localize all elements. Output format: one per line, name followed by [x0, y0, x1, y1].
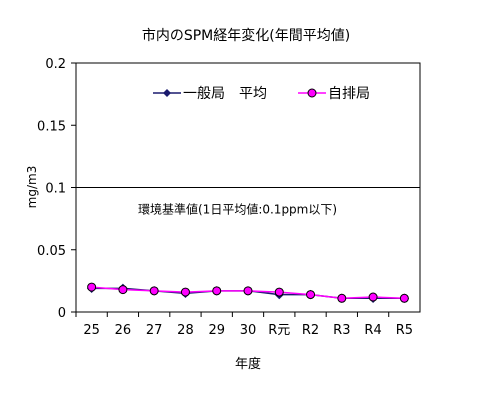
series-layer: [86, 282, 410, 304]
data-point: [243, 286, 253, 296]
legend-label: 自排局: [328, 86, 370, 102]
data-point: [149, 286, 159, 296]
data-point: [180, 287, 190, 297]
x-tick-label: 26: [115, 323, 132, 338]
data-point: [368, 292, 378, 302]
data-point: [306, 290, 316, 300]
x-tick-label: 27: [146, 323, 163, 338]
x-tick-label: R2: [302, 323, 319, 338]
legend-item-1: 一般局 平均: [153, 86, 267, 102]
y-tick-label: 0.15: [37, 119, 66, 134]
legend-label: 一般局 平均: [183, 86, 267, 102]
data-point: [87, 282, 97, 292]
x-axis-label: 年度: [235, 356, 261, 372]
legend-marker: [307, 88, 317, 98]
y-tick-label: 0.05: [37, 244, 66, 259]
data-point: [118, 285, 128, 295]
y-tick-label: 0.1: [45, 182, 66, 197]
y-axis-ticks: 0 0.05 0.1 0.15 0.2: [37, 57, 76, 321]
reference-line-label: 環境基準値(1日平均値:0.1ppm以下): [138, 202, 337, 217]
x-tick-label: 30: [240, 323, 257, 338]
data-point: [337, 293, 347, 303]
x-tick-label: R4: [364, 323, 381, 338]
chart-title: 市内のSPM経年変化(年間平均値): [142, 27, 350, 44]
x-axis-ticks: 25 26 27 28 29 30 R元 R2 R3 R4 R5: [75, 312, 413, 338]
x-tick-label: R5: [396, 323, 413, 338]
legend-marker: [163, 89, 171, 97]
legend-item-2: 自排局: [298, 86, 370, 102]
x-tick-label: 28: [177, 323, 194, 338]
data-point: [399, 293, 409, 303]
x-tick-label: 29: [208, 323, 225, 338]
data-point: [274, 287, 284, 297]
y-tick-label: 0.2: [45, 57, 66, 72]
legend: 一般局 平均 自排局: [153, 86, 370, 102]
x-tick-label: R元: [268, 323, 290, 338]
series-2: [87, 282, 409, 303]
y-axis-label: mg/m3: [25, 166, 39, 209]
x-tick-label: R3: [333, 323, 350, 338]
y-tick-label: 0: [58, 306, 66, 321]
x-tick-label: 25: [83, 323, 100, 338]
data-point: [212, 286, 222, 296]
